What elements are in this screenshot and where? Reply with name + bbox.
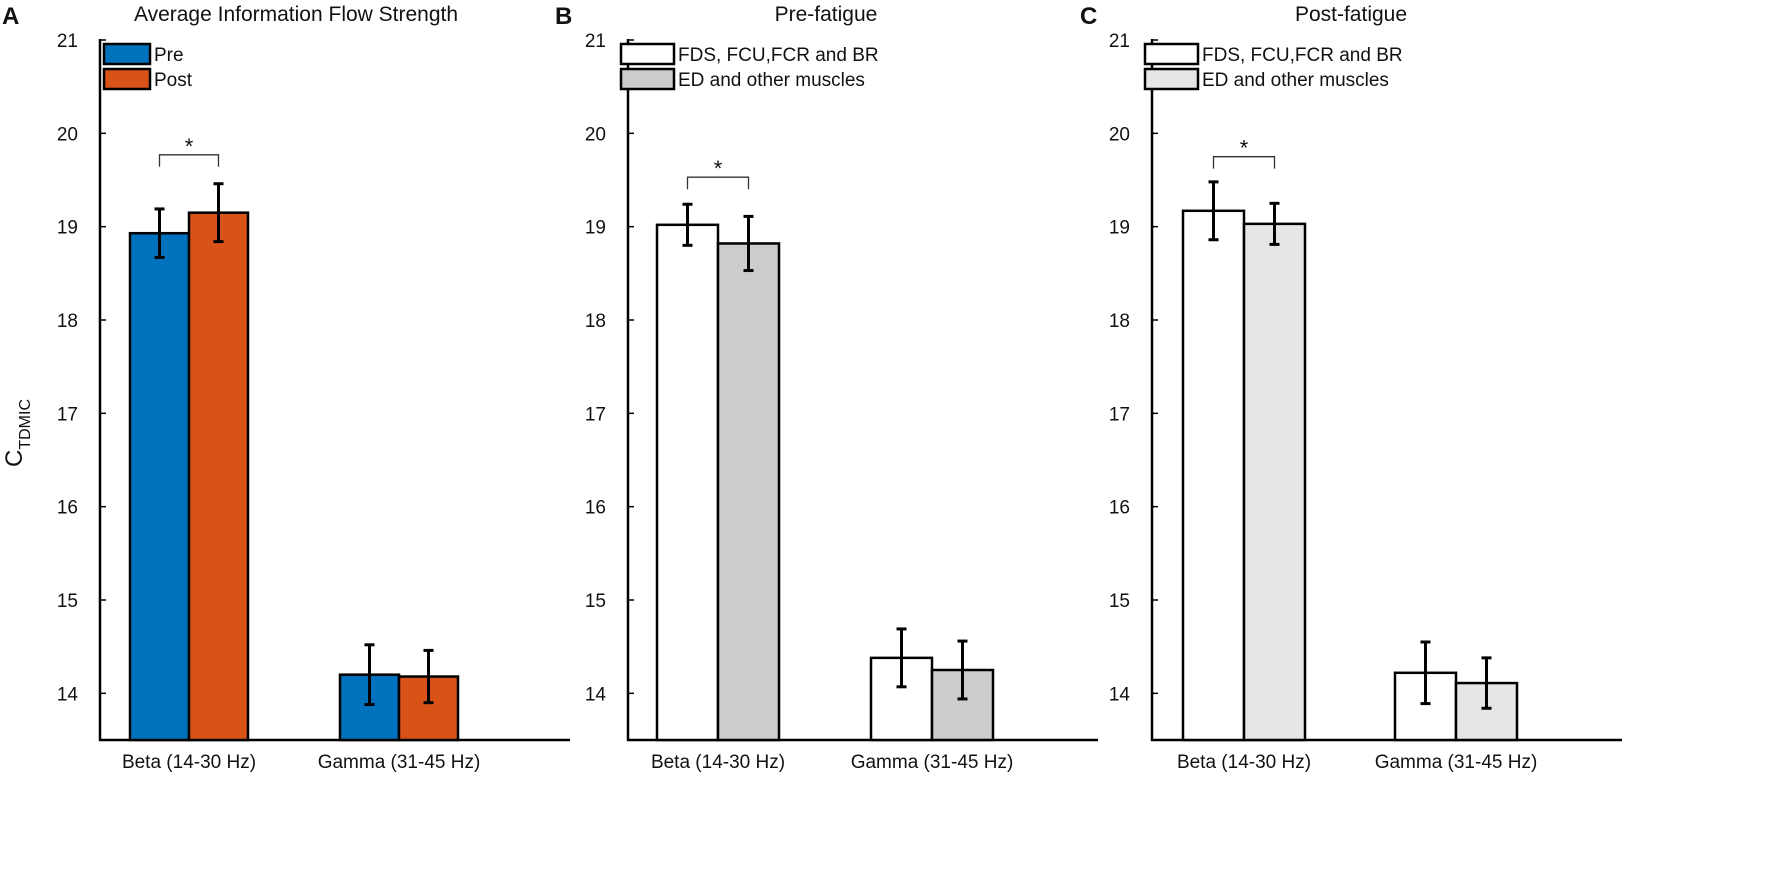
y-tick-label: 20 <box>585 124 606 145</box>
x-tick-label: Beta (14-30 Hz) <box>651 752 785 773</box>
legend-label: Pre <box>154 45 184 66</box>
bar-series2-cat1 <box>1242 222 1307 742</box>
y-tick-label: 20 <box>57 124 78 145</box>
legend-swatch <box>1143 67 1200 91</box>
y-tick-label: 16 <box>57 498 78 519</box>
y-tick-label: 18 <box>585 311 606 332</box>
y-tick-label: 17 <box>57 404 78 425</box>
y-tick-label: 19 <box>585 218 606 239</box>
legend-label: FDS, FCU,FCR and BR <box>1202 45 1403 66</box>
x-tick-label: Gamma (31-45 Hz) <box>1375 752 1538 773</box>
panel-letter: C <box>1080 3 1097 30</box>
legend-label: ED and other muscles <box>1202 70 1389 91</box>
x-tick-label: Gamma (31-45 Hz) <box>318 752 481 773</box>
bar-series1-cat1 <box>1181 209 1246 742</box>
y-tick-label: 15 <box>585 591 606 612</box>
bar-series1-cat1 <box>655 223 720 742</box>
panel-letter: A <box>2 3 19 30</box>
legend-label: FDS, FCU,FCR and BR <box>678 45 879 66</box>
legend-swatch <box>619 42 676 66</box>
significance-marker: * <box>185 134 194 159</box>
legend-swatch <box>102 67 152 91</box>
y-tick-label: 21 <box>585 31 606 52</box>
bar-series2-cat1 <box>716 242 781 742</box>
y-tick-label: 17 <box>585 404 606 425</box>
bar-series1-cat1 <box>128 231 191 742</box>
y-tick-label: 19 <box>57 218 78 239</box>
panel-c: C Post-fatigue 14 15 16 17 18 19 20 21 Beta (14-30… <box>1080 3 1622 773</box>
y-tick-label: 15 <box>1109 591 1130 612</box>
y-tick-label: 16 <box>585 498 606 519</box>
y-tick-label: 17 <box>1109 404 1130 425</box>
panel-b: B Pre-fatigue 14 15 16 17 18 19 20 21 Beta (14-30 … <box>555 3 1098 773</box>
y-tick-label: 14 <box>1109 684 1131 705</box>
y-tick-label: 18 <box>1109 311 1130 332</box>
x-tick-label: Beta (14-30 Hz) <box>122 752 256 773</box>
bar-series2-cat1 <box>187 211 250 742</box>
chart-title: Pre-fatigue <box>775 3 878 26</box>
x-tick-label: Beta (14-30 Hz) <box>1177 752 1311 773</box>
legend-label: ED and other muscles <box>678 70 865 91</box>
legend-swatch <box>1143 42 1200 66</box>
y-tick-label: 21 <box>57 31 78 52</box>
chart-title: Average Information Flow Strength <box>134 3 458 26</box>
y-tick-label: 16 <box>1109 498 1130 519</box>
y-tick-label: 18 <box>57 311 78 332</box>
y-tick-label: 14 <box>57 684 79 705</box>
bar-series1-cat2 <box>338 673 401 742</box>
panel-letter: B <box>555 3 572 30</box>
x-tick-label: Gamma (31-45 Hz) <box>851 752 1014 773</box>
significance-bracket <box>1212 156 1276 169</box>
y-tick-label: 21 <box>1109 31 1130 52</box>
significance-bracket <box>686 176 750 190</box>
legend-swatch <box>619 67 676 91</box>
panel-a: A Average Information Flow Strength 14 15 16… <box>1 3 570 773</box>
significance-marker: * <box>714 156 723 181</box>
significance-bracket <box>158 154 220 167</box>
y-tick-label: 20 <box>1109 124 1130 145</box>
legend-label: Post <box>154 70 193 91</box>
legend-swatch <box>102 42 152 66</box>
y-tick-label: 15 <box>57 591 78 612</box>
y-tick-label: 14 <box>585 684 607 705</box>
significance-marker: * <box>1240 136 1249 161</box>
chart-title: Post-fatigue <box>1295 3 1407 26</box>
y-tick-label: 19 <box>1109 218 1130 239</box>
y-axis-label: CTDMIC <box>1 399 34 467</box>
